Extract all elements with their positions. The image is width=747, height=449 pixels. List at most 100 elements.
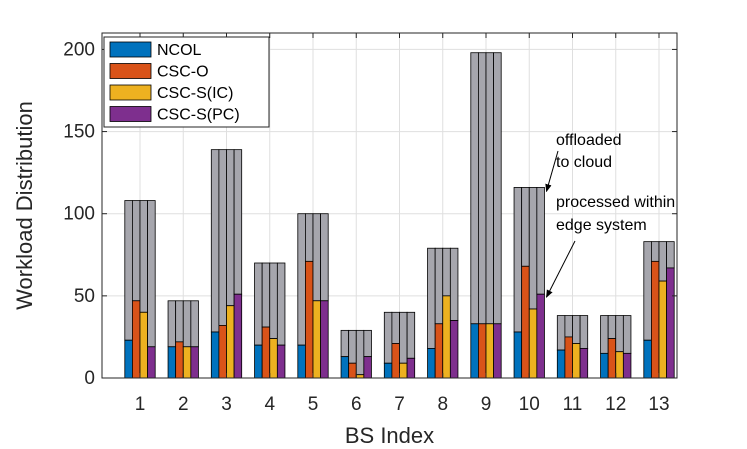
bar-offloaded: [312, 213, 321, 302]
bar-group-9: [470, 52, 502, 379]
bar-offloaded: [190, 300, 199, 348]
bar-offloaded: [383, 311, 393, 364]
y-tick-label: 50: [74, 286, 95, 307]
bar-group-7: [383, 311, 416, 379]
bar-offloaded: [304, 213, 314, 262]
bar-processed: [622, 352, 632, 379]
bar-processed: [434, 323, 444, 379]
bar-processed: [528, 308, 538, 379]
bar-processed: [276, 344, 286, 379]
bar-processed: [666, 267, 675, 379]
annotation-text: offloaded: [556, 132, 622, 149]
bar-offloaded: [513, 187, 523, 333]
legend-label: NCOL: [157, 42, 202, 59]
bar-processed: [167, 346, 177, 379]
bar-processed: [442, 295, 451, 379]
bar-processed: [572, 343, 581, 379]
bar-processed: [320, 300, 329, 379]
x-tick-label: 5: [308, 394, 319, 415]
bar-offloaded: [600, 315, 609, 354]
bar-offloaded: [363, 329, 372, 358]
bar-offloaded: [348, 329, 357, 364]
annotation-text: edge system: [556, 217, 647, 234]
bar-offloaded: [233, 149, 243, 295]
bar-processed: [175, 341, 184, 379]
bar-offloaded: [210, 149, 220, 333]
bar-processed: [564, 336, 573, 379]
bar-offloaded: [269, 262, 278, 339]
bar-group-10: [513, 187, 545, 379]
annotation-arrow: [545, 150, 559, 193]
bar-processed: [470, 323, 479, 379]
y-tick-label: 100: [63, 204, 95, 225]
bar-offloaded: [658, 241, 667, 282]
bars: [124, 52, 675, 379]
bar-processed: [477, 323, 487, 379]
bar-offloaded: [147, 200, 156, 348]
bar-group-5: [297, 213, 329, 379]
legend-label: CSC-S(IC): [157, 85, 233, 102]
bar-offloaded: [622, 315, 632, 354]
bar-offloaded: [607, 315, 617, 339]
bar-offloaded: [528, 187, 538, 310]
bar-processed: [312, 300, 321, 379]
bar-group-13: [643, 241, 675, 379]
bar-processed: [269, 338, 278, 379]
x-tick-label: 8: [437, 394, 448, 415]
bar-offloaded: [536, 187, 545, 295]
x-tick-label: 3: [221, 394, 232, 415]
bar-offloaded: [485, 52, 494, 325]
bar-processed: [427, 348, 436, 379]
bar-processed: [218, 325, 227, 379]
bar-processed: [399, 362, 408, 379]
x-tick-label: 4: [264, 394, 275, 415]
bar-processed: [493, 323, 502, 379]
bar-processed: [556, 349, 566, 379]
x-axis-label: BS Index: [345, 423, 434, 448]
bar-offloaded: [355, 329, 365, 376]
axes-box: [101, 32, 678, 379]
bar-processed: [363, 356, 372, 379]
bar-offloaded: [493, 52, 502, 325]
bar-offloaded: [643, 241, 652, 341]
bar-offloaded: [477, 52, 487, 325]
bar-processed: [304, 260, 314, 379]
bar-offloaded: [254, 262, 263, 346]
annotation-text: processed within: [556, 194, 675, 211]
bar-offloaded: [182, 300, 192, 348]
x-tick-label: 6: [351, 394, 362, 415]
bar-offloaded: [406, 311, 416, 359]
bar-processed: [147, 346, 156, 379]
annotation-processed: processed within edge system: [546, 194, 675, 298]
bar-offloaded: [427, 247, 436, 349]
x-tick-label: 13: [648, 394, 669, 415]
bar-processed: [615, 351, 624, 379]
bar-offloaded: [470, 52, 479, 325]
bar-offloaded: [391, 311, 400, 344]
bar-group-8: [427, 247, 459, 379]
bar-processed: [261, 326, 271, 379]
bar-offloaded: [521, 187, 530, 267]
bar-processed: [521, 265, 530, 379]
bar-processed: [226, 305, 235, 379]
legend-swatch: [109, 84, 152, 101]
bar-processed: [658, 280, 667, 379]
bar-processed: [124, 339, 133, 379]
y-tick-label: 0: [84, 368, 95, 389]
bar-offloaded: [320, 213, 329, 302]
x-tick-label: 1: [135, 394, 146, 415]
y-axis: 0 50 100 150 200: [63, 39, 677, 389]
bar-processed: [254, 344, 263, 379]
y-axis-label: Workload Distribution: [12, 101, 37, 310]
bar-offloaded: [572, 315, 581, 344]
bar-processed: [391, 343, 400, 379]
bar-offloaded: [666, 241, 675, 269]
x-axis: 1 2 3 4 5 6 7 8 9 10 11 12 13: [135, 33, 670, 415]
bar-processed: [348, 362, 357, 379]
bar-offloaded: [167, 300, 177, 348]
annotation-text: to cloud: [556, 154, 612, 171]
bar-group-2: [167, 300, 199, 379]
legend-swatch: [109, 41, 152, 58]
bar-processed: [607, 338, 617, 379]
